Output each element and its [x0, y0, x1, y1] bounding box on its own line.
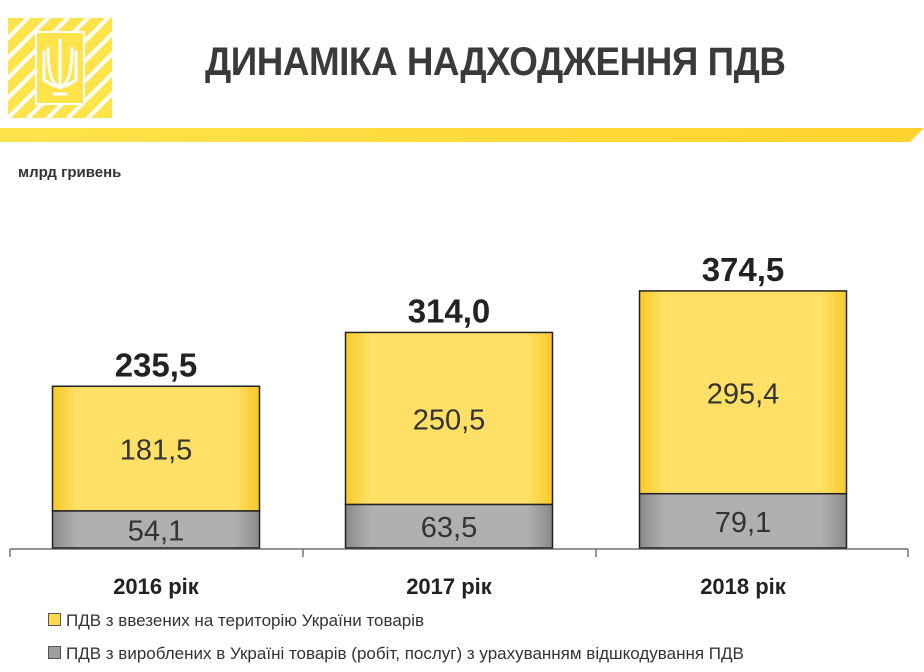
bar-imported-1	[51, 385, 261, 512]
legend-item-domestic: ПДВ з вироблених в Україні товарів (робі…	[48, 644, 744, 664]
data-label-imported-1: 181,5	[120, 435, 193, 467]
legend-item-imported: ПДВ з ввезених на територію України това…	[48, 611, 424, 631]
legend-swatch-gray	[48, 646, 61, 659]
unit-label: млрд гривень	[18, 164, 122, 181]
bar-domestic-2	[344, 503, 554, 549]
data-label-imported-3: 295,4	[707, 378, 780, 410]
x-tick-label-3: 2018 рік	[700, 574, 787, 599]
total-label-2: 314,0	[408, 292, 491, 329]
total-label-3: 374,5	[702, 251, 785, 288]
x-tick-label-2: 2017 рік	[406, 574, 493, 599]
trident-emblem-icon	[8, 18, 112, 118]
bar-domestic-3	[638, 492, 848, 549]
total-label-1: 235,5	[115, 346, 198, 383]
x-tick-label-1: 2016 рік	[113, 574, 200, 599]
data-label-domestic-3: 79,1	[715, 507, 771, 539]
legend-swatch-yellow	[48, 613, 61, 626]
bar-domestic-1	[51, 510, 261, 549]
legend-label-imported: ПДВ з ввезених на територію України това…	[66, 611, 425, 630]
bar-imported-3	[638, 290, 848, 495]
data-label-imported-2: 250,5	[413, 404, 486, 436]
legend-label-domestic: ПДВ з вироблених в Україні товарів (робі…	[66, 644, 744, 663]
stacked-bar-chart: 54,1 181,5 235,5 2016 рік 63,5 250,5 314,0 2017…	[9, 251, 909, 599]
bar-imported-2	[344, 331, 554, 506]
page-title: ДИНАМІКА НАДХОДЖЕННЯ ПДВ	[205, 40, 786, 84]
data-label-domestic-2: 63,5	[421, 512, 477, 544]
header: ДИНАМІКА НАДХОДЖЕННЯ ПДВ	[0, 0, 924, 150]
data-label-domestic-1: 54,1	[128, 515, 184, 547]
header-accent-band	[0, 128, 924, 142]
